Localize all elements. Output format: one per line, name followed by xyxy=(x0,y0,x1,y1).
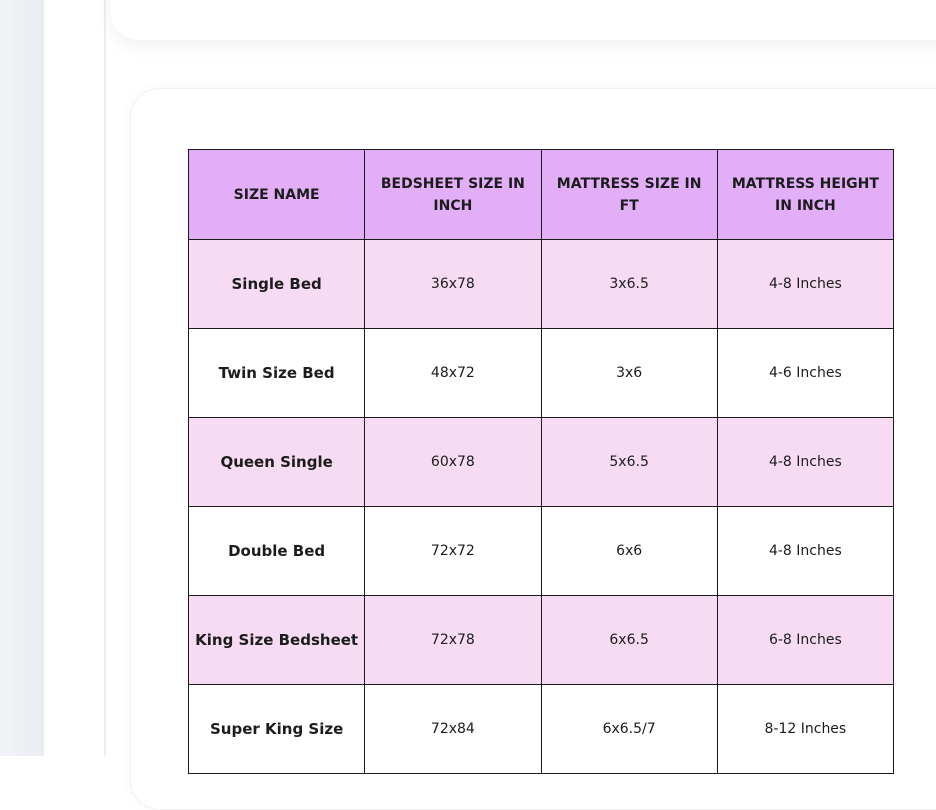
cell-mattress-height: 4-8 Inches xyxy=(716,506,895,596)
cell-bedsheet-size: 48x72 xyxy=(364,328,542,418)
side-panel xyxy=(44,0,106,756)
cell-bedsheet-size: 72x84 xyxy=(364,684,542,774)
cell-mattress-size: 5x6.5 xyxy=(540,417,718,507)
cell-size-name: Double Bed xyxy=(187,506,366,596)
left-sidebar xyxy=(0,0,44,756)
table-row: Single Bed 36x78 3x6.5 4-8 Inches xyxy=(187,239,895,329)
cell-size-name: Super King Size xyxy=(187,684,366,774)
cell-size-name: Queen Single xyxy=(187,417,366,507)
cell-mattress-size: 6x6.5 xyxy=(540,595,718,685)
cell-mattress-height: 4-6 Inches xyxy=(716,328,895,418)
header-size-name: SIZE NAME xyxy=(187,149,366,240)
cell-bedsheet-size: 72x72 xyxy=(364,506,542,596)
cell-mattress-size: 6x6 xyxy=(540,506,718,596)
header-bedsheet-size: BEDSHEET SIZE IN INCH xyxy=(364,149,542,240)
cell-size-name: Twin Size Bed xyxy=(187,328,366,418)
cell-bedsheet-size: 72x78 xyxy=(364,595,542,685)
cell-size-name: King Size Bedsheet xyxy=(187,595,366,685)
table-header-row: SIZE NAME BEDSHEET SIZE IN INCH MATTRESS… xyxy=(187,149,895,240)
header-mattress-height: MATTRESS HEIGHT IN INCH xyxy=(716,149,895,240)
bedsheet-size-table: SIZE NAME BEDSHEET SIZE IN INCH MATTRESS… xyxy=(187,149,895,774)
cell-mattress-height: 8-12 Inches xyxy=(716,684,895,774)
cell-bedsheet-size: 60x78 xyxy=(364,417,542,507)
cell-mattress-size: 3x6 xyxy=(540,328,718,418)
cell-mattress-size: 6x6.5/7 xyxy=(540,684,718,774)
table-row: King Size Bedsheet 72x78 6x6.5 6-8 Inches xyxy=(187,595,895,685)
cell-mattress-size: 3x6.5 xyxy=(540,239,718,329)
cell-size-name: Single Bed xyxy=(187,239,366,329)
table-row: Double Bed 72x72 6x6 4-8 Inches xyxy=(187,506,895,596)
table-row: Twin Size Bed 48x72 3x6 4-6 Inches xyxy=(187,328,895,418)
header-mattress-size: MATTRESS SIZE IN FT xyxy=(540,149,718,240)
cell-bedsheet-size: 36x78 xyxy=(364,239,542,329)
table-row: Super King Size 72x84 6x6.5/7 8-12 Inches xyxy=(187,684,895,774)
cell-mattress-height: 4-8 Inches xyxy=(716,239,895,329)
cell-mattress-height: 6-8 Inches xyxy=(716,595,895,685)
table-row: Queen Single 60x78 5x6.5 4-8 Inches xyxy=(187,417,895,507)
top-card xyxy=(110,0,936,40)
cell-mattress-height: 4-8 Inches xyxy=(716,417,895,507)
